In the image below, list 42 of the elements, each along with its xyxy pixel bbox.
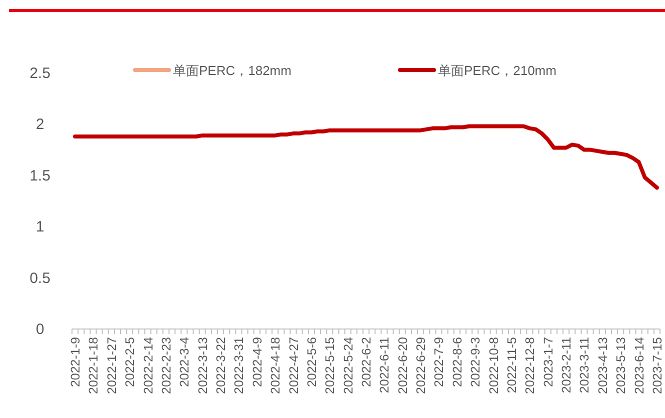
- x-tick-label: 2022-12-8: [523, 336, 538, 394]
- x-tick-label: 2022-2-14: [141, 336, 156, 394]
- y-tick-label: 2.5: [30, 65, 50, 82]
- x-tick-label: 2023-6-14: [632, 336, 646, 394]
- x-tick-label: 2022-5-24: [341, 336, 356, 394]
- y-tick-label: 0.5: [30, 270, 50, 287]
- x-tick-label: 2022-3-22: [214, 336, 228, 394]
- x-tick-label: 2023-2-11: [560, 336, 574, 394]
- y-tick-label: 1: [36, 218, 44, 236]
- x-tick-label: 2023-3-11: [578, 336, 592, 394]
- y-tick-label: 0: [36, 321, 44, 338]
- line-series: [73, 124, 659, 190]
- x-tick-label: 2022-1-9: [68, 336, 83, 388]
- x-tick-label: 2022-2-23: [159, 336, 174, 394]
- x-tick-label: 2022-9-3: [468, 336, 483, 388]
- x-tick-label: 2022-10-8: [486, 336, 501, 394]
- y-tick-label: 2: [36, 116, 44, 134]
- x-tick-label: 2023-4-13: [596, 336, 610, 394]
- x-tick-label: 2022-5-6: [304, 336, 319, 388]
- x-tick-label: 2022-3-31: [232, 336, 246, 394]
- x-tick-label: 2022-4-27: [286, 336, 301, 394]
- x-tick-label: 2022-11-5: [504, 336, 519, 394]
- legend-label: 单面PERC，210mm: [438, 63, 556, 78]
- x-tick-label: 2023-1-7: [541, 336, 556, 388]
- x-tick-label: 2023-7-15: [650, 336, 664, 394]
- x-tick-label: 2022-6-11: [378, 336, 392, 394]
- legend-label: 单面PERC，182mm: [173, 63, 292, 78]
- y-tick-label: 1.5: [30, 167, 50, 184]
- x-tick-label: 2022-3-4: [178, 336, 192, 388]
- x-tick-label: 2022-2-5: [123, 336, 138, 388]
- x-tick-label: 2022-4-9: [250, 336, 264, 388]
- x-tick-label: 2022-6-29: [414, 336, 428, 394]
- x-tick-label: 2022-1-27: [104, 336, 119, 394]
- x-tick-label: 2022-6-20: [396, 336, 410, 394]
- x-tick-label: 2022-5-15: [323, 336, 338, 394]
- x-tick-label: 2022-3-13: [196, 336, 210, 394]
- x-tick-label: 2022-8-6: [450, 336, 464, 388]
- x-tick-label: 2023-5-13: [614, 336, 628, 394]
- x-tick-label: 2022-6-2: [360, 336, 374, 388]
- x-tick-label: 2022-7-9: [432, 336, 446, 388]
- x-tick-label: 2022-1-18: [86, 336, 101, 394]
- x-tick-label: 2022-4-18: [268, 336, 283, 394]
